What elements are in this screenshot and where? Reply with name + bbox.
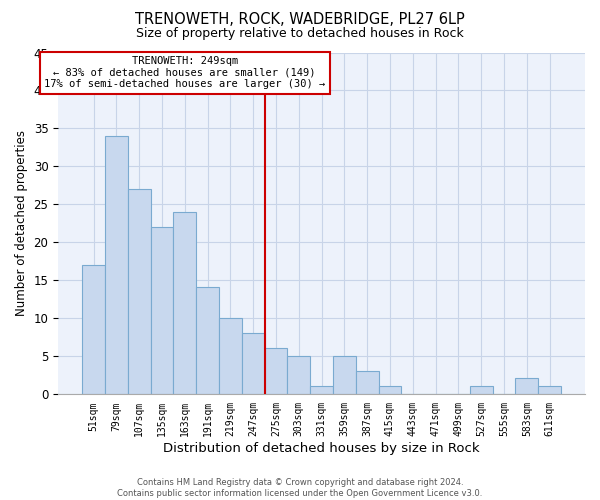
Bar bbox=[310, 386, 333, 394]
Bar bbox=[538, 386, 561, 394]
Y-axis label: Number of detached properties: Number of detached properties bbox=[15, 130, 28, 316]
Bar bbox=[242, 333, 265, 394]
Bar bbox=[265, 348, 287, 394]
Bar bbox=[105, 136, 128, 394]
Bar bbox=[151, 227, 173, 394]
Bar bbox=[82, 264, 105, 394]
Bar bbox=[196, 288, 219, 394]
Text: Size of property relative to detached houses in Rock: Size of property relative to detached ho… bbox=[136, 28, 464, 40]
Bar bbox=[515, 378, 538, 394]
Bar bbox=[173, 212, 196, 394]
Bar bbox=[287, 356, 310, 394]
Text: TRENOWETH, ROCK, WADEBRIDGE, PL27 6LP: TRENOWETH, ROCK, WADEBRIDGE, PL27 6LP bbox=[135, 12, 465, 28]
Bar bbox=[356, 371, 379, 394]
Text: Contains HM Land Registry data © Crown copyright and database right 2024.
Contai: Contains HM Land Registry data © Crown c… bbox=[118, 478, 482, 498]
Bar bbox=[128, 189, 151, 394]
Bar bbox=[333, 356, 356, 394]
Bar bbox=[219, 318, 242, 394]
Text: TRENOWETH: 249sqm
← 83% of detached houses are smaller (149)
17% of semi-detache: TRENOWETH: 249sqm ← 83% of detached hous… bbox=[44, 56, 325, 90]
Bar bbox=[470, 386, 493, 394]
X-axis label: Distribution of detached houses by size in Rock: Distribution of detached houses by size … bbox=[163, 442, 480, 455]
Bar bbox=[379, 386, 401, 394]
